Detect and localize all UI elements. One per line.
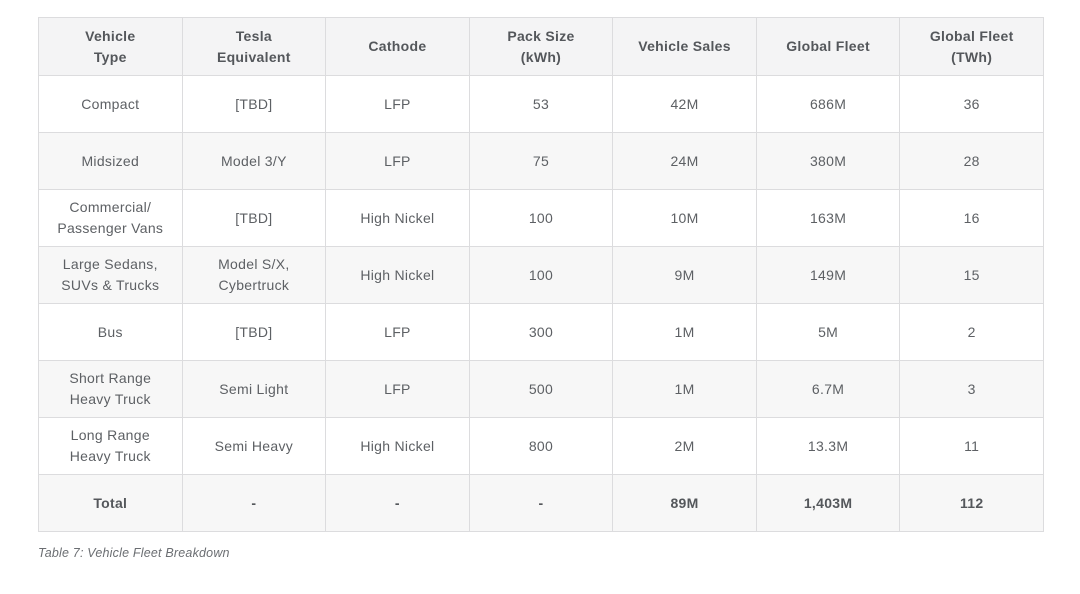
table-cell: Model 3/Y	[181, 132, 327, 190]
table-cell: [TBD]	[181, 75, 327, 133]
table-cell: 10M	[612, 189, 757, 247]
table-cell: 15	[899, 246, 1044, 304]
column-header-0: Vehicle Type	[38, 17, 183, 76]
column-header-2: Cathode	[325, 17, 470, 76]
table-row: Commercial/ Passenger Vans [TBD] High Nick…	[38, 189, 1044, 247]
table-cell: 24M	[612, 132, 757, 190]
table-cell: 1M	[612, 303, 757, 361]
table-cell: [TBD]	[181, 189, 327, 247]
table-cell: 163M	[755, 189, 901, 247]
column-header-4: Vehicle Sales	[612, 17, 757, 76]
table-row: Bus [TBD] LFP 300 1M 5M 2	[38, 303, 1044, 361]
table-cell: 53	[468, 75, 614, 133]
table-cell: 75	[468, 132, 614, 190]
table-cell: 28	[899, 132, 1044, 190]
table-cell: 2	[899, 303, 1044, 361]
table-row: Short Range Heavy Truck Semi Light LFP 500 1…	[38, 360, 1044, 418]
table-cell: 3	[899, 360, 1044, 418]
table-cell: Bus	[38, 303, 183, 361]
table-cell: 16	[899, 189, 1044, 247]
table-cell: Short Range Heavy Truck	[38, 360, 183, 418]
table-cell: 300	[468, 303, 614, 361]
table-cell: 500	[468, 360, 614, 418]
table-cell: 89M	[612, 474, 757, 532]
table-row: Long Range Heavy Truck Semi Heavy High Nic…	[38, 417, 1044, 475]
table-cell: Total	[38, 474, 183, 532]
table-cell: -	[181, 474, 327, 532]
table-cell: 686M	[755, 75, 901, 133]
table-cell: Midsized	[38, 132, 183, 190]
table-cell: 5M	[755, 303, 901, 361]
table-cell: -	[325, 474, 470, 532]
table-cell: 380M	[755, 132, 901, 190]
table-cell: 1M	[612, 360, 757, 418]
table-cell: 2M	[612, 417, 757, 475]
total-row: Total - - -89M 1,403M 112	[38, 474, 1044, 532]
table-cell: 100	[468, 189, 614, 247]
table-cell: LFP	[325, 75, 470, 133]
table-caption: Table 7: Vehicle Fleet Breakdown	[38, 546, 230, 560]
table-cell: 6.7M	[755, 360, 901, 418]
column-header-5: Global Fleet	[755, 17, 901, 76]
table-cell: 1,403M	[755, 474, 901, 532]
table-row: Compact [TBD] LFP 53 42M 686M 36	[38, 75, 1044, 133]
table-cell: Compact	[38, 75, 183, 133]
table-cell: Semi Heavy	[181, 417, 327, 475]
table-cell: LFP	[325, 360, 470, 418]
table-cell: 149M	[755, 246, 901, 304]
table-cell: Large Sedans, SUVs & Trucks	[38, 246, 183, 304]
table-cell: 11	[899, 417, 1044, 475]
table-cell: 36	[899, 75, 1044, 133]
table-cell: 100	[468, 246, 614, 304]
table-cell: 9M	[612, 246, 757, 304]
column-header-3: Pack Size (kWh)	[468, 17, 614, 76]
fleet-table-body: Compact [TBD] LFP 53 42M 686M 36 Midsized Model …	[38, 75, 1044, 532]
header-row: Vehicle Type Tesla Equivalent Cathode Pack …	[38, 17, 1044, 76]
table-cell: High Nickel	[325, 189, 470, 247]
table-cell: Model S/X, Cybertruck	[181, 246, 327, 304]
table-cell: LFP	[325, 132, 470, 190]
table-cell: Long Range Heavy Truck	[38, 417, 183, 475]
table-row: Midsized Model 3/Y LFP 75 24M 380M 28	[38, 132, 1044, 190]
column-header-6: Global Fleet (TWh)	[899, 17, 1044, 76]
table-cell: 42M	[612, 75, 757, 133]
table-cell: 112	[899, 474, 1044, 532]
table-cell: 800	[468, 417, 614, 475]
table-cell: 13.3M	[755, 417, 901, 475]
table-cell: [TBD]	[181, 303, 327, 361]
table-cell: High Nickel	[325, 246, 470, 304]
fleet-table: Vehicle Type Tesla Equivalent Cathode Pack …	[38, 17, 1044, 532]
fleet-table-header: Vehicle Type Tesla Equivalent Cathode Pack …	[38, 17, 1044, 76]
table-cell: Semi Light	[181, 360, 327, 418]
table-cell: -	[468, 474, 614, 532]
table-row: Large Sedans, SUVs & Trucks Model S/X, Cy…	[38, 246, 1044, 304]
table-cell: High Nickel	[325, 417, 470, 475]
table-cell: Commercial/ Passenger Vans	[38, 189, 183, 247]
table-cell: LFP	[325, 303, 470, 361]
column-header-1: Tesla Equivalent	[181, 17, 327, 76]
